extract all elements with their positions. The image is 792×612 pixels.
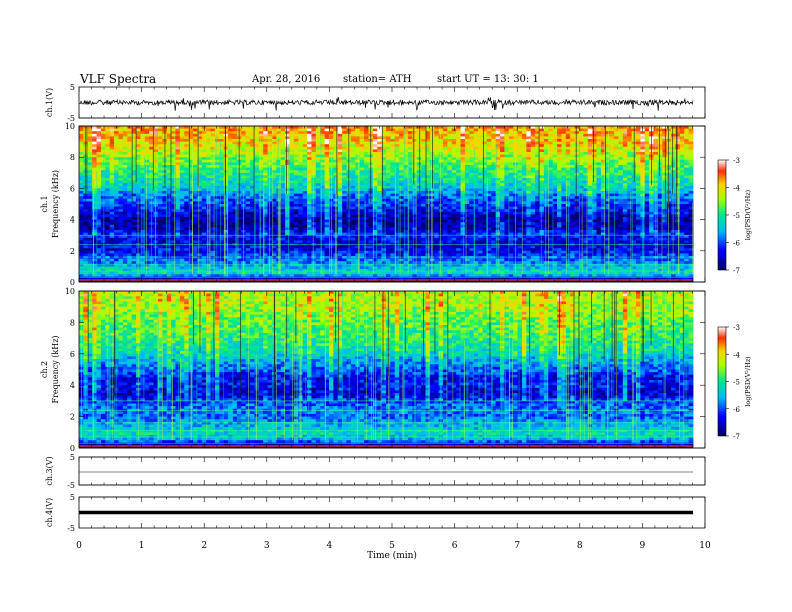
ch1-spectrogram-colorbar-tick-label: -5: [733, 212, 740, 220]
x-tick-label: 9: [640, 541, 646, 551]
ch1-spectrogram-colorbar-tick-label: -7: [733, 267, 740, 275]
ch2-spectrogram-colorbar: [717, 326, 727, 437]
x-tick-label: 2: [201, 541, 207, 551]
ch3-waveform-ylabel: ch.3(V): [45, 456, 54, 485]
x-tick-label: 7: [514, 541, 520, 551]
ch2-spectrogram-colorbar-tick-label: -3: [733, 324, 740, 332]
ch2-spectrogram-cells: [79, 291, 694, 449]
ch2-spectrogram-ytick-label: 0: [70, 444, 75, 453]
ch1-spectrogram-ytick-label: 10: [65, 122, 75, 131]
ch3-waveform-ytick-label: -5: [67, 481, 75, 490]
x-tick-label: 6: [452, 541, 458, 551]
ch2-spectrogram-ytick-label: 2: [70, 413, 75, 422]
x-tick-label: 5: [389, 541, 395, 551]
ch2-spectrogram-ylabel-channel: ch.2: [40, 361, 49, 378]
ch4-waveform-ytick-label: 5: [70, 493, 75, 502]
date-label: Apr. 28, 2016: [252, 74, 321, 85]
x-tick-label: 3: [264, 541, 270, 551]
x-tick-label: 8: [577, 541, 583, 551]
ch1-spectrogram-ytick-label: 4: [70, 216, 75, 225]
x-tick-label: 10: [699, 541, 711, 551]
ch2-spectrogram-ytick-label: 10: [65, 287, 75, 296]
ch2-spectrogram-colorbar-tick-label: -4: [733, 351, 740, 359]
chart-title: VLF Spectra: [80, 72, 157, 86]
ch2-spectrogram-colorbar-tick-label: -5: [733, 379, 740, 387]
x-tick-label: 1: [139, 541, 145, 551]
ch2-spectrogram-ytick-label: 8: [70, 318, 75, 327]
ch1-waveform-ytick-label: 5: [70, 83, 75, 92]
ch1-spectrogram-ytick-label: 0: [70, 278, 75, 287]
ch1-spectrogram-ytick-label: 2: [70, 247, 75, 256]
ch1-spectrogram-colorbar-tick-label: -4: [733, 185, 740, 193]
ch3-waveform-ytick-label: 5: [70, 453, 75, 462]
station-label: station= ATH: [343, 74, 412, 85]
ch1-waveform-ytick-label: -5: [67, 114, 75, 123]
ch2-spectrogram-colorbar-tick-label: -6: [733, 406, 740, 414]
ch2-spectrogram-colorbar-label: log(PSD(V²/Hz): [744, 356, 752, 407]
ch1-spectrogram-ytick-label: 8: [70, 153, 75, 162]
ch1-spectrogram-ylabel-channel: ch.1: [40, 195, 49, 212]
x-axis-label: Time (min): [367, 550, 417, 561]
ch4-waveform-ylabel: ch.4(V): [45, 498, 54, 527]
ch1-spectrogram-colorbar-tick-label: -6: [733, 240, 740, 248]
ch2-spectrogram-colorbar-tick-label: -7: [733, 433, 740, 441]
ch1-waveform-trace: [78, 97, 694, 111]
ch4-waveform-ytick-label: -5: [67, 524, 75, 533]
ch1-spectrogram-colorbar-label: log(PSD(V²/Hz): [744, 189, 752, 240]
ch2-spectrogram-ytick-label: 4: [70, 381, 75, 390]
ch2-spectrogram-ylabel-frequency: Frequency (kHz): [51, 335, 60, 403]
ch1-spectrogram-colorbar-tick-label: -3: [733, 157, 740, 165]
ch2-spectrogram-ytick-label: 6: [70, 350, 75, 359]
ch1-spectrogram-ytick-label: 6: [70, 184, 75, 193]
x-tick-label: 0: [76, 541, 82, 551]
ch1-spectrogram-colorbar: [717, 159, 727, 271]
start-time-label: start UT = 13: 30: 1: [437, 74, 539, 85]
x-tick-label: 4: [327, 541, 333, 551]
ch1-waveform-ylabel: ch.1(V): [45, 88, 54, 117]
ch1-spectrogram-ylabel-frequency: Frequency (kHz): [51, 170, 60, 238]
